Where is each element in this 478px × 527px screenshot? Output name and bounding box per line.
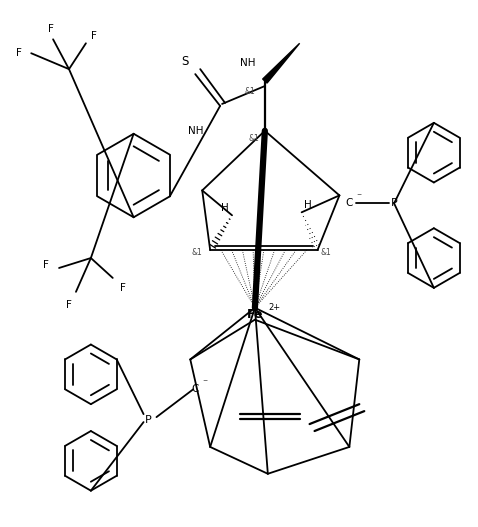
Text: ⁻: ⁻ — [357, 192, 362, 202]
Text: &1: &1 — [320, 248, 331, 257]
Text: C: C — [192, 384, 199, 394]
Text: F: F — [91, 31, 97, 41]
Text: H: H — [221, 203, 229, 213]
Text: Fe: Fe — [247, 308, 263, 321]
Text: &1: &1 — [192, 248, 203, 257]
Text: &1: &1 — [249, 134, 259, 143]
Text: P: P — [391, 198, 398, 208]
Text: F: F — [16, 48, 22, 58]
Polygon shape — [262, 43, 300, 83]
Text: NH: NH — [188, 126, 204, 136]
Text: S: S — [182, 55, 189, 67]
Text: F: F — [48, 24, 54, 34]
Text: 2+: 2+ — [269, 303, 281, 312]
Text: H: H — [304, 200, 312, 210]
Text: C: C — [346, 198, 353, 208]
Text: P: P — [145, 415, 152, 425]
Text: F: F — [43, 260, 49, 270]
Text: &1: &1 — [245, 86, 255, 95]
Text: F: F — [66, 300, 72, 310]
Text: ⁻: ⁻ — [203, 378, 208, 388]
Text: F: F — [120, 283, 126, 293]
Text: NH: NH — [240, 58, 256, 68]
